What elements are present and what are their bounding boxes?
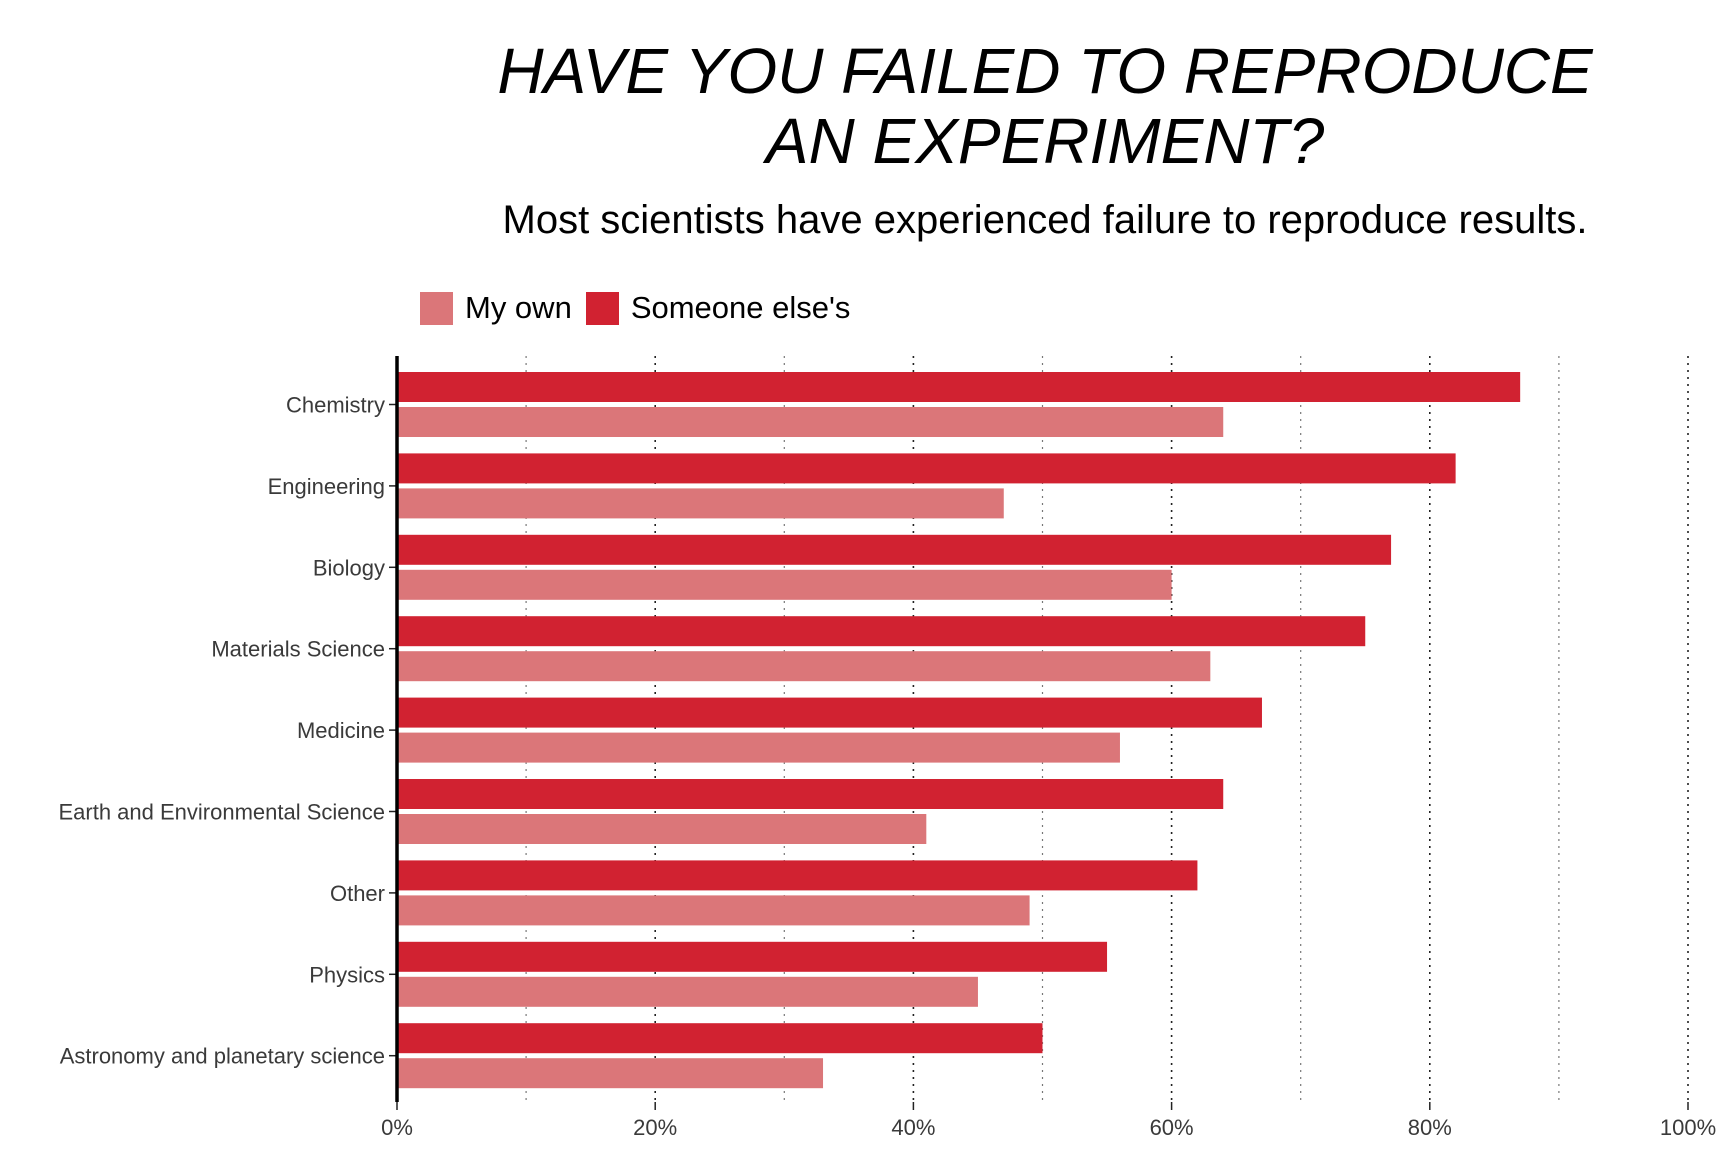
chart-title-line-2: AN EXPERIMENT? bbox=[765, 105, 1325, 177]
x-tick-label: 40% bbox=[891, 1115, 935, 1140]
legend-swatch-my-own bbox=[420, 291, 453, 325]
bar-my-own bbox=[397, 732, 1120, 763]
chart-title: HAVE YOU FAILED TO REPRODUCE AN EXPERIME… bbox=[380, 36, 1710, 176]
bar-my-own bbox=[397, 1058, 824, 1089]
bar-someone-else-s bbox=[397, 1023, 1043, 1054]
chart-title-line-1: HAVE YOU FAILED TO REPRODUCE bbox=[497, 35, 1593, 107]
bar-my-own bbox=[397, 814, 927, 844]
bar-someone-else-s bbox=[397, 372, 1521, 402]
category-label: Earth and Environmental Science bbox=[58, 800, 385, 825]
x-tick-label: 0% bbox=[381, 1115, 413, 1140]
category-label: Physics bbox=[309, 962, 385, 987]
category-label: Chemistry bbox=[286, 393, 385, 418]
chart-legend: My own Someone else's bbox=[420, 288, 864, 328]
bar-my-own bbox=[397, 488, 1004, 519]
bar-my-own bbox=[397, 976, 978, 1007]
legend-item-someone-elses: Someone else's bbox=[585, 290, 851, 326]
legend-label-my-own: My own bbox=[465, 290, 572, 325]
bar-someone-else-s bbox=[397, 616, 1366, 647]
bar-someone-else-s bbox=[397, 941, 1108, 972]
bar-my-own bbox=[397, 651, 1211, 682]
legend-swatch-someone-elses bbox=[585, 291, 619, 325]
legend-item-my-own: My own bbox=[420, 290, 572, 326]
bar-my-own bbox=[397, 407, 1224, 437]
legend-label-someone-elses: Someone else's bbox=[630, 290, 851, 325]
category-label: Medicine bbox=[297, 718, 385, 743]
bar-my-own bbox=[397, 569, 1172, 600]
category-label: Other bbox=[330, 881, 385, 906]
category-label: Engineering bbox=[268, 474, 385, 499]
category-label: Materials Science bbox=[211, 637, 385, 662]
bar-someone-else-s bbox=[397, 860, 1198, 891]
chart-subtitle: Most scientists have experienced failure… bbox=[502, 198, 1588, 242]
x-tick-label: 80% bbox=[1408, 1115, 1452, 1140]
category-label: Astronomy and planetary science bbox=[60, 1044, 385, 1069]
x-tick-label: 60% bbox=[1150, 1115, 1194, 1140]
bar-someone-else-s bbox=[397, 697, 1262, 728]
x-tick-label: 100% bbox=[1660, 1115, 1716, 1140]
x-tick-label: 20% bbox=[633, 1115, 677, 1140]
bar-someone-else-s bbox=[397, 453, 1456, 484]
category-label: Biology bbox=[313, 555, 385, 580]
bar-someone-else-s bbox=[397, 779, 1224, 809]
bar-my-own bbox=[397, 895, 1030, 926]
bar-someone-else-s bbox=[397, 534, 1392, 565]
